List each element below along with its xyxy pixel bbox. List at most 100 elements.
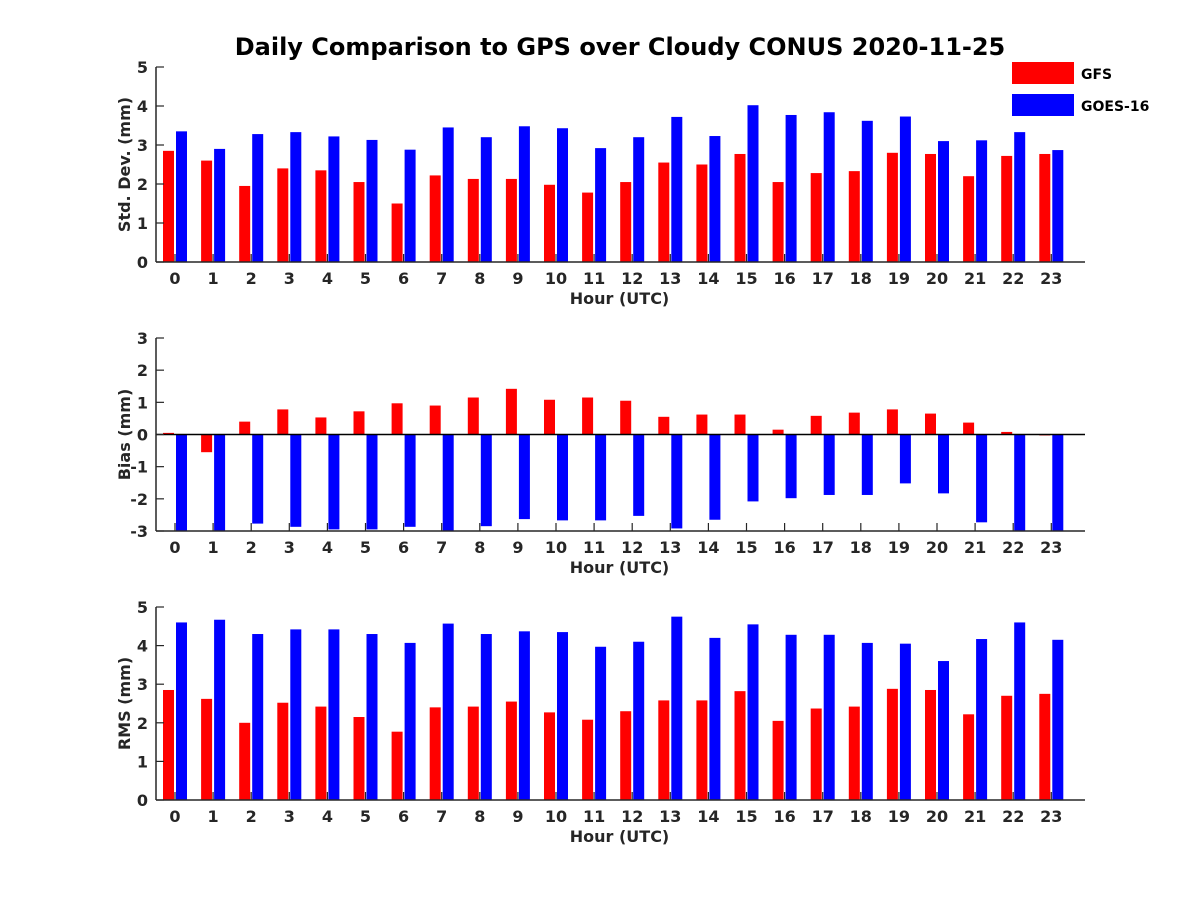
y-tick-label: 2: [137, 361, 148, 380]
x-tick-label: 15: [735, 269, 757, 288]
bar-gfs-3: [277, 409, 289, 435]
x-tick-label: 6: [398, 807, 409, 826]
x-tick-label: 16: [773, 538, 795, 557]
bar-goes16-13: [671, 116, 683, 262]
y-tick-label: 0: [137, 426, 148, 445]
x-tick-label: 20: [926, 807, 948, 826]
x-tick-label: 15: [735, 807, 757, 826]
x-axis-label: Hour (UTC): [570, 827, 670, 846]
x-tick-label: 17: [812, 538, 834, 557]
bar-goes16-1: [214, 148, 226, 262]
bar-gfs-16: [772, 182, 784, 262]
bar-gfs-22: [1001, 695, 1013, 800]
x-tick-label: 9: [512, 538, 523, 557]
bar-goes16-0: [176, 131, 187, 262]
bar-goes16-2: [252, 634, 264, 800]
y-tick-label: 2: [137, 714, 148, 733]
x-tick-label: 0: [169, 807, 180, 826]
y-axis-label: Std. Dev. (mm): [115, 97, 134, 232]
bar-gfs-20: [925, 413, 936, 435]
bar-gfs-21: [963, 714, 975, 800]
bar-goes16-15: [747, 434, 759, 502]
bar-gfs-23: [1039, 693, 1051, 800]
bar-goes16-23: [1052, 434, 1064, 531]
bar-goes16-20: [938, 141, 949, 262]
y-tick-label: 3: [137, 675, 148, 694]
bar-goes16-18: [861, 120, 873, 262]
legend-label-gfs: GFS: [1081, 67, 1112, 83]
bar-gfs-1: [201, 434, 213, 453]
x-tick-label: 2: [246, 538, 257, 557]
bar-gfs-16: [772, 720, 784, 800]
legend-label-goes16: GOES-16: [1081, 99, 1149, 115]
bar-goes16-19: [899, 434, 911, 484]
x-tick-label: 18: [850, 269, 872, 288]
bar-goes16-13: [671, 434, 683, 529]
y-tick-label: 5: [137, 598, 148, 617]
bar-gfs-6: [391, 403, 403, 435]
bar-gfs-22: [1001, 431, 1013, 435]
bar-gfs-17: [810, 415, 822, 435]
bar-gfs-4: [315, 170, 327, 262]
bar-gfs-5: [353, 182, 365, 262]
bar-goes16-1: [214, 434, 226, 531]
bar-gfs-18: [848, 412, 860, 435]
x-tick-label: 13: [659, 269, 681, 288]
bar-goes16-16: [785, 114, 797, 262]
y-tick-label: -2: [130, 490, 148, 509]
x-tick-label: 1: [208, 807, 219, 826]
bar-goes16-12: [633, 641, 645, 800]
bar-gfs-8: [467, 706, 479, 800]
x-tick-label: 17: [812, 269, 834, 288]
bar-gfs-4: [315, 417, 327, 435]
bar-gfs-0: [163, 432, 174, 435]
bar-goes16-3: [290, 629, 302, 800]
bar-gfs-21: [963, 422, 975, 435]
legend-swatch-goes16: [1012, 94, 1074, 116]
x-tick-label: 7: [436, 538, 447, 557]
bar-goes16-7: [442, 623, 454, 800]
bar-goes16-5: [366, 434, 378, 530]
x-tick-label: 14: [697, 538, 719, 557]
bar-goes16-23: [1052, 639, 1064, 800]
bar-gfs-17: [810, 173, 822, 262]
x-tick-label: 21: [964, 807, 986, 826]
bar-goes16-10: [557, 128, 568, 262]
x-tick-label: 2: [246, 269, 257, 288]
y-axis-label: Bias (mm): [115, 389, 134, 481]
bar-gfs-14: [696, 700, 708, 800]
bar-goes16-10: [557, 434, 568, 521]
bar-goes16-18: [861, 642, 873, 800]
bar-goes16-11: [595, 434, 607, 521]
bar-gfs-4: [315, 706, 327, 800]
bar-gfs-17: [810, 708, 822, 800]
x-tick-label: 11: [583, 269, 605, 288]
bar-goes16-2: [252, 134, 264, 262]
bar-gfs-13: [658, 416, 670, 435]
x-tick-label: 18: [850, 807, 872, 826]
x-tick-label: 3: [284, 269, 295, 288]
bar-goes16-20: [938, 661, 949, 800]
bar-goes16-5: [366, 139, 378, 262]
x-tick-label: 2: [246, 807, 257, 826]
bar-goes16-23: [1052, 150, 1064, 262]
x-tick-label: 11: [583, 807, 605, 826]
x-tick-label: 14: [697, 807, 719, 826]
bar-goes16-11: [595, 646, 607, 800]
bar-goes16-12: [633, 434, 645, 516]
x-tick-label: 8: [474, 269, 485, 288]
bar-goes16-9: [518, 434, 530, 520]
bar-gfs-9: [505, 701, 517, 800]
x-tick-label: 14: [697, 269, 719, 288]
bar-gfs-12: [620, 400, 632, 435]
bar-goes16-14: [709, 637, 721, 800]
x-tick-label: 21: [964, 269, 986, 288]
bar-gfs-15: [734, 691, 746, 800]
y-tick-label: 5: [137, 58, 148, 77]
bar-goes16-8: [480, 137, 492, 262]
bar-goes16-19: [899, 116, 911, 262]
y-tick-label: 3: [137, 136, 148, 155]
